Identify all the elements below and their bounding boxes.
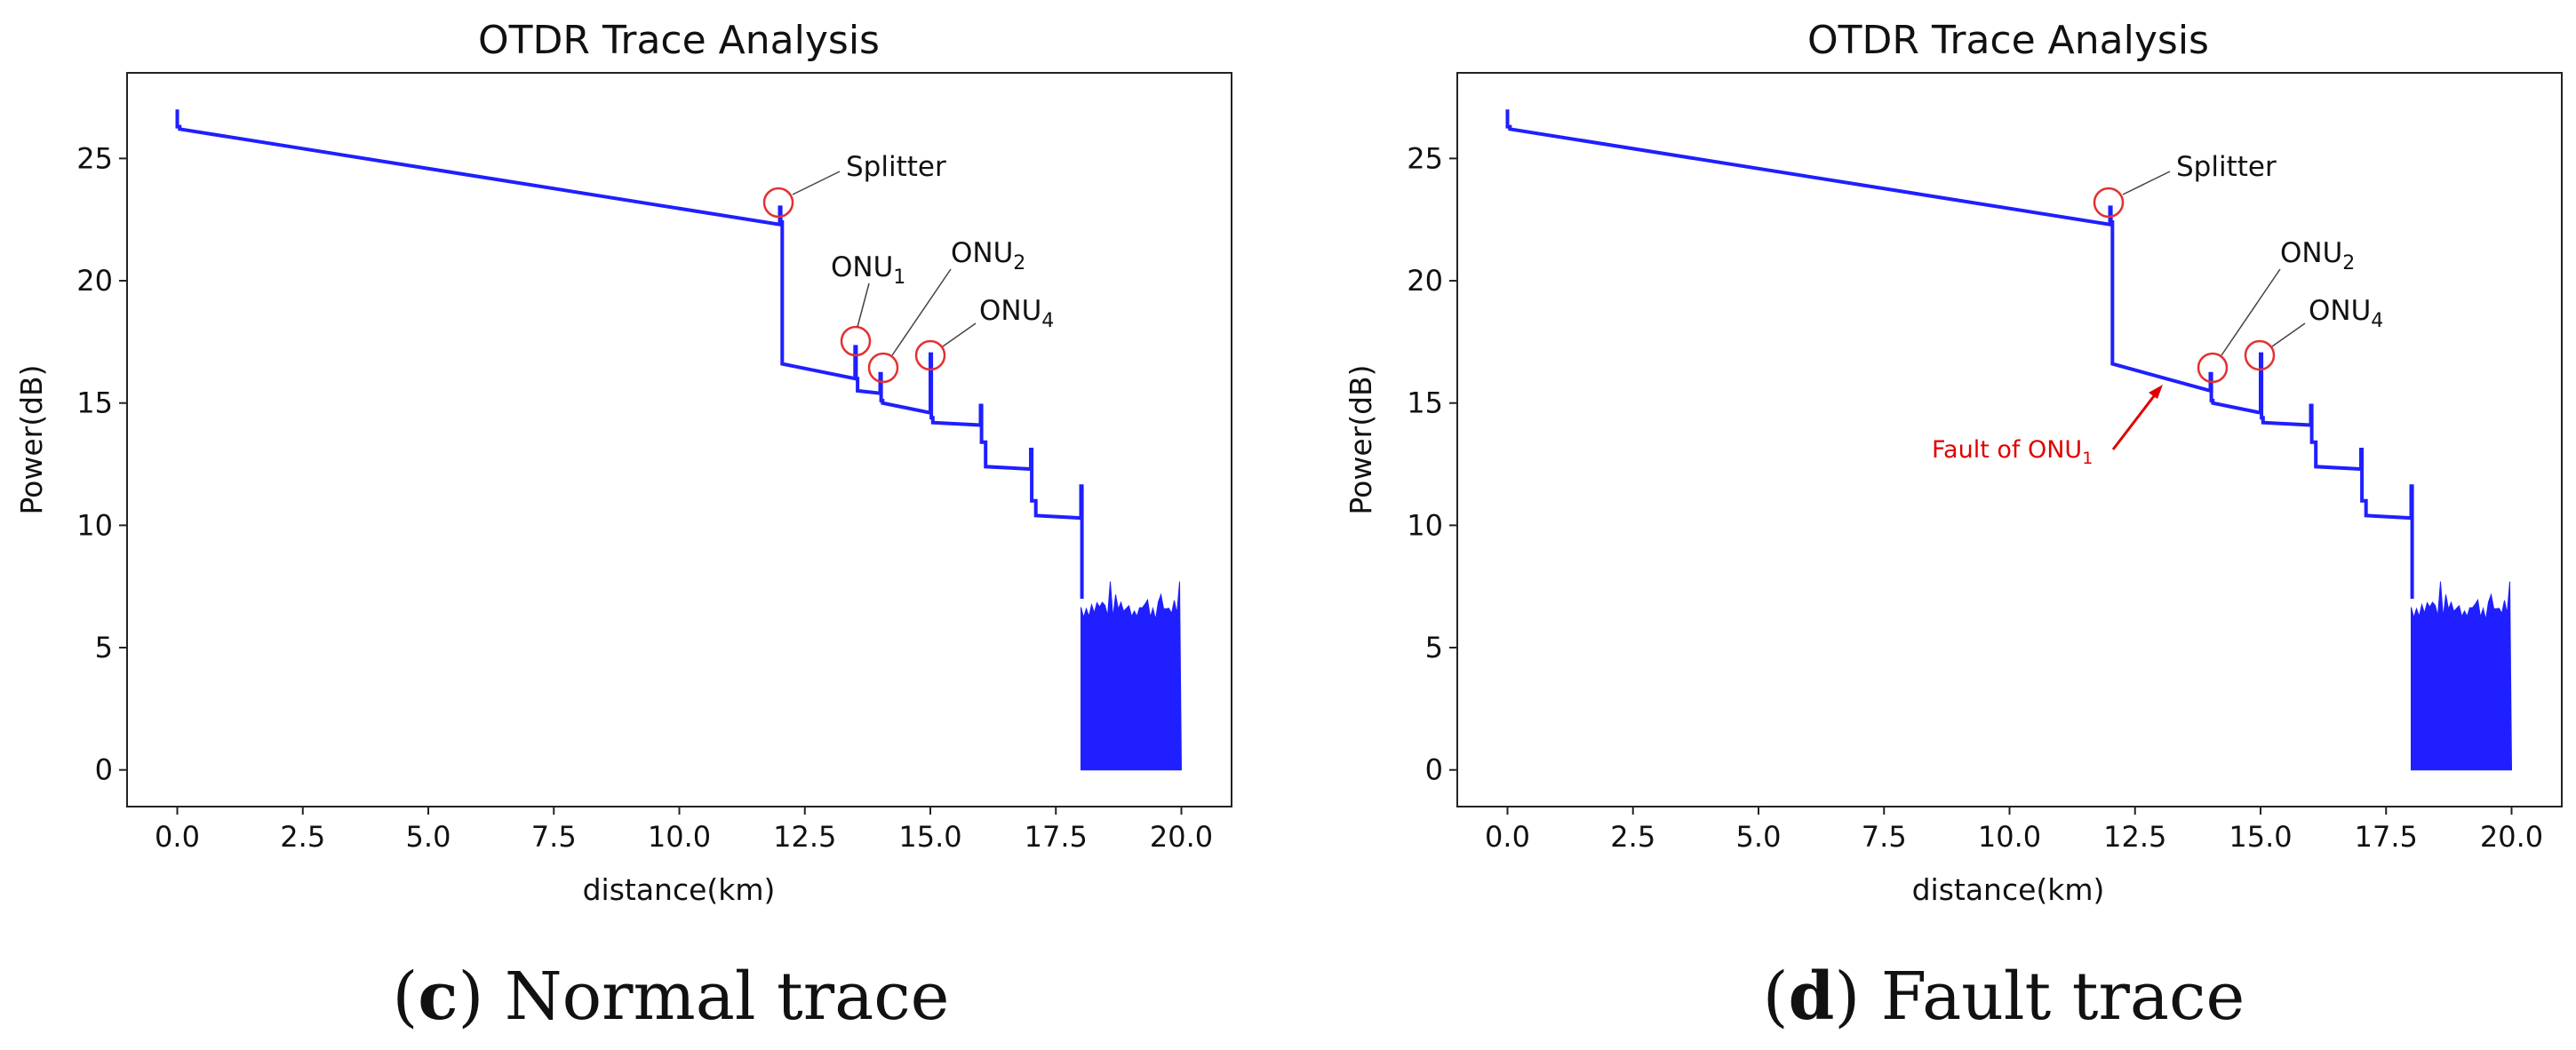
trace-line: [175, 109, 1084, 599]
x-tick-label: 15.0: [2229, 820, 2292, 854]
x-tick-label: 17.5: [2355, 820, 2418, 854]
annotation-onu4: ONU4: [914, 295, 1054, 371]
x-tick-label: 0.0: [1485, 820, 1530, 854]
onu4-label: ONU4: [2309, 295, 2383, 332]
y-tick-label: 10: [1407, 508, 1443, 542]
x-tick-label: 17.5: [1025, 820, 1088, 854]
plot-frame: [126, 72, 1232, 807]
annotation-onu4: ONU4: [2244, 295, 2383, 371]
x-tick-label: 20.0: [2480, 820, 2543, 854]
chart-title: OTDR Trace Analysis: [1807, 18, 2209, 63]
x-tick-label: 12.5: [773, 820, 836, 854]
y-tick-label: 25: [76, 141, 113, 175]
splitter-label: Splitter: [2176, 151, 2277, 183]
y-tick-label: 15: [1407, 386, 1443, 420]
chart-panel-normal: OTDR Trace Analysis 0.0 2.5 5.0 7.5 10.0 12.5…: [14, 18, 1232, 907]
y-axis-label: Power(dB): [14, 364, 49, 514]
onu4-label: ONU4: [979, 295, 1054, 332]
y-tick-label: 25: [1407, 141, 1443, 175]
noise-floor-block: [1081, 581, 1183, 771]
x-axis-ticks: 0.0 2.5 5.0 7.5 10.0 12.5 15.0 17.5 20.0: [155, 807, 1213, 854]
x-tick-label: 10.0: [648, 820, 711, 854]
onu1-label: ONU1: [831, 251, 905, 289]
x-tick-label: 7.5: [531, 820, 577, 854]
annotation-onu2: ONU2: [2197, 237, 2355, 384]
y-tick-label: 0: [1425, 753, 1443, 787]
x-axis-label: distance(km): [583, 872, 776, 907]
caption-d: (d) Fault trace: [1763, 959, 2245, 1035]
onu1-marker: [840, 325, 872, 357]
x-tick-label: 20.0: [1150, 820, 1213, 854]
x-tick-label: 0.0: [155, 820, 200, 854]
y-tick-label: 0: [95, 753, 113, 787]
onu2-marker: [2197, 352, 2229, 384]
x-axis-label: distance(km): [1912, 872, 2105, 907]
y-tick-label: 15: [76, 386, 113, 420]
x-tick-label: 15.0: [898, 820, 961, 854]
noise-floor-block: [2411, 581, 2513, 771]
y-tick-label: 10: [76, 508, 113, 542]
y-tick-label: 5: [1425, 631, 1443, 664]
y-tick-label: 20: [76, 264, 113, 298]
splitter-marker: [2093, 187, 2125, 219]
onu2-marker: [867, 352, 899, 384]
x-tick-label: 2.5: [280, 820, 325, 854]
onu4-marker: [914, 339, 946, 371]
y-axis-label: Power(dB): [1344, 364, 1378, 514]
annotation-splitter: Splitter: [762, 151, 946, 219]
splitter-marker: [762, 187, 794, 219]
x-tick-label: 5.0: [1736, 820, 1782, 854]
annotation-onu1: ONU1: [831, 251, 905, 357]
fault-label: Fault of ONU1: [1932, 436, 2093, 468]
y-tick-label: 20: [1407, 264, 1443, 298]
trace-line: [1505, 109, 2414, 599]
y-tick-label: 5: [95, 631, 113, 664]
annotation-fault-onu1: Fault of ONU1: [1932, 385, 2163, 468]
y-axis-ticks: 0 5 10 15 20 25: [1407, 141, 1457, 787]
x-tick-label: 12.5: [2103, 820, 2166, 854]
trace-series: [1505, 109, 2513, 771]
onu4-marker: [2244, 339, 2276, 371]
x-tick-label: 10.0: [1978, 820, 2041, 854]
x-tick-label: 2.5: [1610, 820, 1655, 854]
caption-c: (c) Normal trace: [393, 959, 950, 1035]
chart-panel-fault: OTDR Trace Analysis 0.0 2.5 5.0 7.5 10.0 12.5…: [1344, 18, 2563, 907]
annotation-onu2: ONU2: [867, 237, 1025, 384]
onu2-label: ONU2: [951, 237, 1025, 274]
y-axis-ticks: 0 5 10 15 20 25: [76, 141, 127, 787]
annotation-splitter: Splitter: [2093, 151, 2277, 219]
x-tick-label: 5.0: [406, 820, 451, 854]
chart-title: OTDR Trace Analysis: [478, 18, 880, 63]
x-axis-ticks: 0.0 2.5 5.0 7.5 10.0 12.5 15.0 17.5 20.0: [1485, 807, 2543, 854]
splitter-label: Splitter: [846, 151, 946, 183]
onu2-label: ONU2: [2280, 237, 2355, 274]
trace-series: [175, 109, 1183, 771]
x-tick-label: 7.5: [1862, 820, 1907, 854]
